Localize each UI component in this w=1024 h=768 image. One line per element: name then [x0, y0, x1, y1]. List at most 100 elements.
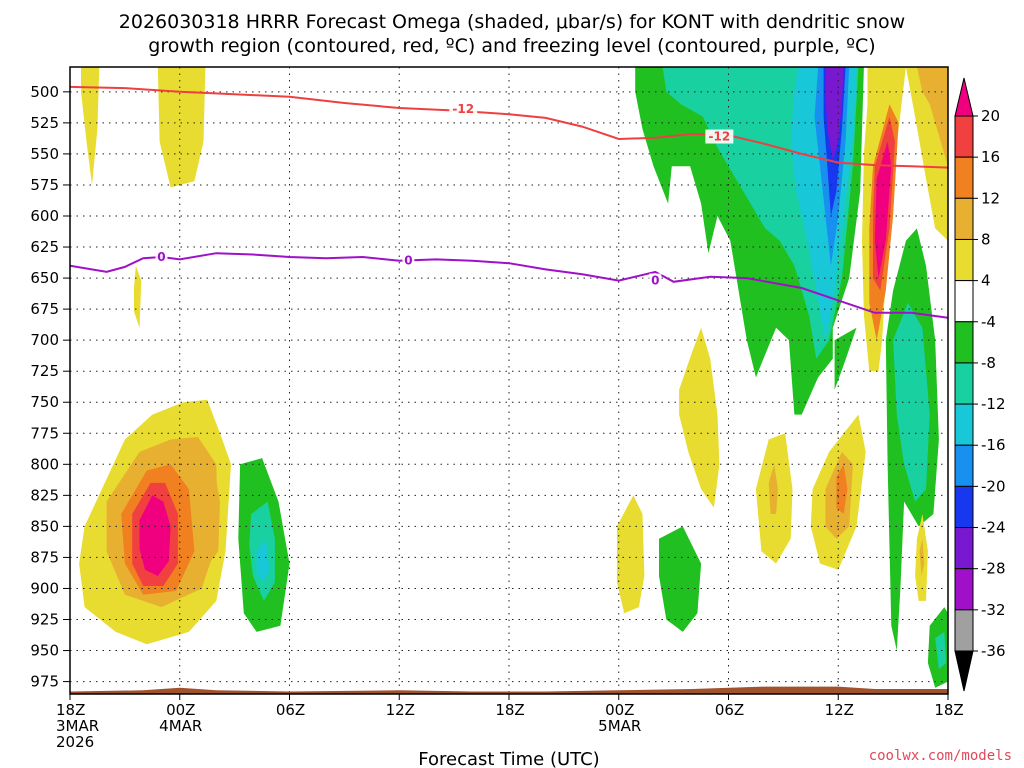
x-tick-label-24-0: 18Z [495, 701, 524, 719]
y-tick-label-575: 575 [30, 176, 59, 194]
colorbar-label-9: -20 [981, 477, 1006, 495]
y-tick-label-625: 625 [30, 238, 59, 256]
colorbar-label-0: 20 [981, 107, 1000, 125]
colorbar-segment-3 [954, 238, 974, 282]
terrain-layer [70, 686, 948, 694]
x-tick-label-42-0: 12Z [825, 701, 854, 719]
y-tick-label-750: 750 [30, 393, 59, 411]
colorbar-segment-7 [954, 403, 974, 446]
colorbar-segment-6 [954, 362, 974, 405]
colorbar-segment-12 [954, 609, 974, 652]
y-tick-label-650: 650 [30, 269, 59, 287]
colorbar-segment-9 [954, 485, 974, 529]
x-tick-label-6-0: 00Z [166, 701, 195, 719]
colorbar-label-7: -12 [981, 395, 1006, 413]
x-tick-label-30-0: 00Z [605, 701, 634, 719]
y-tick-label-950: 950 [30, 642, 59, 660]
freezing-level-contour [70, 252, 948, 319]
omega-region-upward-10Z-low-orange [768, 464, 778, 514]
x-tick-label-30-1: 5MAR [598, 717, 641, 735]
omega-region-upward-12Z-low-red [836, 464, 848, 514]
contour-label-1: -12 [709, 130, 731, 144]
contour-label-bg-4 [649, 273, 662, 288]
omega-region-mid-downward-03Z [659, 526, 702, 632]
colorbar-top-triangle [954, 77, 974, 117]
omega-region-mid-upward-0Z5MAR [616, 495, 645, 614]
grid-lines [70, 67, 948, 694]
colorbar-label-11: -28 [981, 560, 1006, 578]
y-tick-label-925: 925 [30, 611, 59, 629]
colorbar-segment-10 [954, 527, 974, 570]
y-tick-label-850: 850 [30, 517, 59, 535]
y-tick-label-700: 700 [30, 331, 59, 349]
omega-region-downward-right-corner-teal [935, 631, 947, 670]
colorbar-segment-4 [954, 280, 974, 323]
contour-label-bg-2 [155, 249, 168, 264]
omega-region-upward-04Z-mid [679, 327, 720, 508]
x-tick-label-0-1: 3MAR [56, 717, 99, 735]
omega-region-upward-right-band-core [874, 141, 892, 279]
colorbar-segment-11 [954, 568, 974, 611]
y-tick-label-550: 550 [30, 145, 59, 163]
y-tick-label-875: 875 [30, 548, 59, 566]
y-tick-label-600: 600 [30, 207, 59, 225]
colorbar-bottom-triangle [954, 650, 974, 692]
omega-region-low-left-upward-side [203, 470, 220, 564]
colorbar-segment-1 [954, 156, 974, 199]
y-tick-label-725: 725 [30, 362, 59, 380]
omega-region-low-downward-06Z-inner [256, 538, 270, 583]
credit-text: coolwx.com/models [869, 748, 1012, 764]
x-tick-label-12-0: 06Z [276, 701, 305, 719]
colorbar-label-4: 4 [981, 272, 991, 290]
snow-growth-contour [70, 85, 948, 169]
x-tick-label-0-0: 18Z [56, 701, 85, 719]
y-tick-label-825: 825 [30, 486, 59, 504]
y-tick-label-675: 675 [30, 300, 59, 318]
colorbar-segment-5 [954, 321, 974, 364]
colorbar: 20 16 12 8 4 -4 -8 -12 -16 -20 -24 -28 -32 -36 [954, 77, 1006, 692]
x-tick-label-0-2: 2026 [56, 733, 94, 751]
x-axis-label: Forecast Time (UTC) [418, 749, 599, 768]
terrain-fill [70, 686, 948, 694]
colorbar-label-12: -32 [981, 601, 1006, 619]
omega-region-upper-left-upward-1 [81, 67, 100, 185]
y-tick-label-900: 900 [30, 579, 59, 597]
colorbar-label-8: -16 [981, 436, 1006, 454]
contour-label-bg-0 [449, 102, 478, 117]
x-tick-label-36-0: 06Z [715, 701, 744, 719]
y-tick-label-975: 975 [30, 673, 59, 691]
omega-region-downward-right-bottom-teal [893, 302, 930, 502]
y-tick-label-525: 525 [30, 114, 59, 132]
omega-region-upper-left-upward-2 [157, 67, 206, 188]
y-tick-label-775: 775 [30, 424, 59, 442]
colorbar-label-5: -4 [981, 313, 996, 331]
colorbar-segment-0 [954, 115, 974, 158]
colorbar-label-13: -36 [981, 642, 1006, 660]
x-tick-label-18-0: 12Z [386, 701, 415, 719]
omega-region-low-left-upward-core3 [139, 495, 171, 576]
contour-label-bg-1 [705, 129, 734, 144]
omega-region-upward-right-edge [916, 67, 948, 167]
omega-shading [79, 67, 948, 688]
colorbar-segment-2 [954, 197, 974, 240]
colorbar-label-10: -24 [981, 519, 1006, 537]
chart-title-line-1: 2026030318 HRRR Forecast Omega (shaded, … [119, 11, 905, 33]
contour-label-bg-3 [402, 253, 415, 268]
omega-region-big-downward-lower-ext [834, 327, 857, 390]
chart-title-line-2: growth region (contoured, red, ºC) and f… [148, 35, 875, 57]
contour-label-0: -12 [452, 102, 474, 116]
x-tick-label-48-0: 18Z [934, 701, 963, 719]
contour-lines: -12 -12 0 0 0 [70, 85, 948, 319]
colorbar-segment-8 [954, 444, 974, 487]
omega-region-small-upward-665 [134, 265, 142, 328]
contour-label-3: 0 [404, 254, 412, 268]
y-tick-label-800: 800 [30, 455, 59, 473]
omega-region-big-downward-purple [825, 67, 844, 161]
x-tick-label-6-1: 4MAR [159, 717, 202, 735]
colorbar-label-1: 16 [981, 148, 1000, 166]
contour-label-4: 0 [651, 274, 659, 288]
colorbar-label-6: -8 [981, 354, 996, 372]
contour-label-2: 0 [157, 250, 165, 264]
